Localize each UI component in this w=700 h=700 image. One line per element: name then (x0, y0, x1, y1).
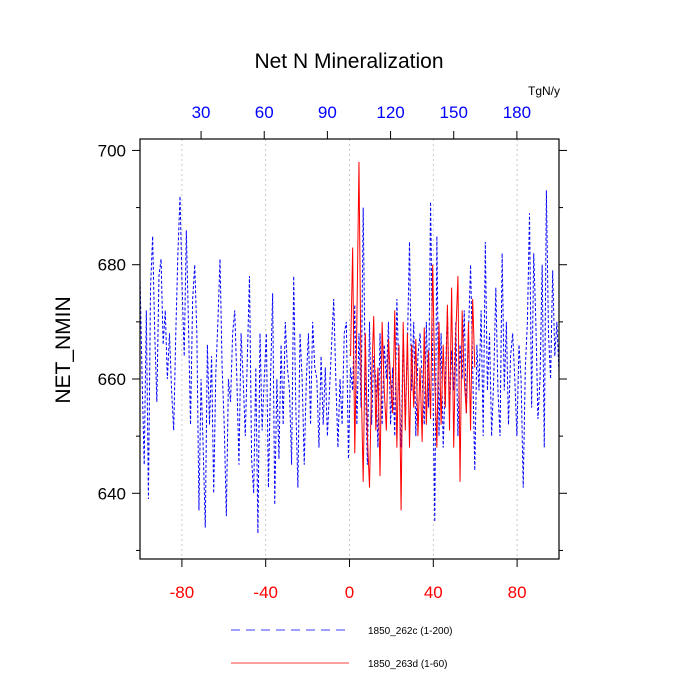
legend-label-1: 1850_262c (1-200) (368, 626, 453, 637)
x-tick-label-top: 30 (192, 103, 211, 122)
y-tick-label: 640 (98, 484, 126, 503)
x-tick-label-top: 120 (376, 103, 404, 122)
x-tick-label-top: 180 (503, 103, 531, 122)
y-axis-label: NET_NMIN (52, 296, 75, 403)
series-line-2 (350, 161, 476, 511)
y-tick-label: 700 (98, 141, 126, 160)
x-tick-label-bottom: 40 (424, 583, 443, 602)
series-line-1 (139, 190, 560, 534)
series-layer (139, 161, 560, 534)
axes: 640 660 680 700 -80 -40 0 40 80 30 60 90 120 150 180 (98, 103, 567, 602)
x-tick-label-bottom: -40 (253, 583, 278, 602)
y-tick-label: 680 (98, 256, 126, 275)
x-tick-label-top: 90 (318, 103, 337, 122)
chart-title: Net N Mineralization (254, 50, 443, 73)
x-tick-label-top: 60 (255, 103, 274, 122)
x-tick-label-top: 150 (440, 103, 468, 122)
x-grid (181, 139, 518, 559)
legend: 1850_262c (1-200) 1850_263d (1-60) (231, 626, 453, 670)
x-tick-label-bottom: 80 (508, 583, 527, 602)
x-tick-label-bottom: -80 (170, 583, 195, 602)
y-tick-label: 660 (98, 370, 126, 389)
units-label: TgN/y (528, 84, 560, 98)
x-tick-label-bottom: 0 (345, 583, 354, 602)
legend-label-2: 1850_263d (1-60) (368, 659, 448, 670)
